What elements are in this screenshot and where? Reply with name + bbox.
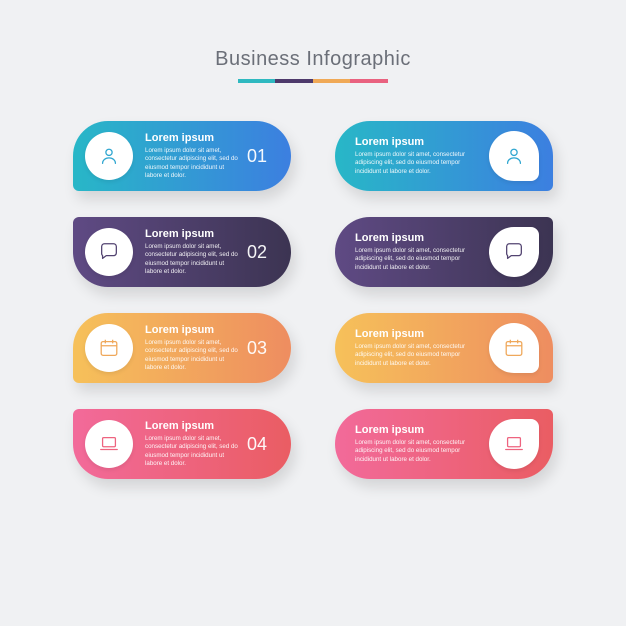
card-text: Lorem ipsum Lorem ipsum dolor sit amet, …	[347, 328, 489, 368]
right-card-2: Lorem ipsum Lorem ipsum dolor sit amet, …	[335, 217, 553, 287]
right-card-3: Lorem ipsum Lorem ipsum dolor sit amet, …	[335, 313, 553, 383]
left-card-1: Lorem ipsum Lorem ipsum dolor sit amet, …	[73, 121, 291, 191]
card-body: Lorem ipsum dolor sit amet, consectetur …	[355, 439, 477, 464]
card-body: Lorem ipsum dolor sit amet, consectetur …	[145, 339, 241, 372]
card-body: Lorem ipsum dolor sit amet, consectetur …	[355, 343, 477, 368]
card-title: Lorem ipsum	[355, 232, 477, 244]
left-card-2: Lorem ipsum Lorem ipsum dolor sit amet, …	[73, 217, 291, 287]
card-number: 01	[247, 146, 277, 167]
card-body: Lorem ipsum dolor sit amet, consectetur …	[355, 247, 477, 272]
laptop-icon	[85, 420, 133, 468]
card-body: Lorem ipsum dolor sit amet, consectetur …	[145, 147, 241, 180]
chat-icon	[489, 227, 539, 277]
card-body: Lorem ipsum dolor sit amet, consectetur …	[355, 151, 477, 176]
card-title: Lorem ipsum	[145, 228, 241, 240]
right-card-4: Lorem ipsum Lorem ipsum dolor sit amet, …	[335, 409, 553, 479]
card-body: Lorem ipsum dolor sit amet, consectetur …	[145, 435, 241, 468]
card-text: Lorem ipsum Lorem ipsum dolor sit amet, …	[133, 324, 247, 372]
user-icon	[85, 132, 133, 180]
card-text: Lorem ipsum Lorem ipsum dolor sit amet, …	[347, 136, 489, 176]
divider-seg-3	[313, 79, 351, 83]
right-card-1: Lorem ipsum Lorem ipsum dolor sit amet, …	[335, 121, 553, 191]
card-text: Lorem ipsum Lorem ipsum dolor sit amet, …	[133, 228, 247, 276]
card-text: Lorem ipsum Lorem ipsum dolor sit amet, …	[133, 420, 247, 468]
card-body: Lorem ipsum dolor sit amet, consectetur …	[145, 243, 241, 276]
calendar-icon	[85, 324, 133, 372]
card-number: 02	[247, 242, 277, 263]
card-title: Lorem ipsum	[355, 328, 477, 340]
card-number: 03	[247, 338, 277, 359]
left-card-3: Lorem ipsum Lorem ipsum dolor sit amet, …	[73, 313, 291, 383]
left-card-4: Lorem ipsum Lorem ipsum dolor sit amet, …	[73, 409, 291, 479]
card-title: Lorem ipsum	[145, 420, 241, 432]
card-text: Lorem ipsum Lorem ipsum dolor sit amet, …	[347, 232, 489, 272]
divider-seg-1	[238, 79, 276, 83]
card-number: 04	[247, 434, 277, 455]
chat-icon	[85, 228, 133, 276]
card-title: Lorem ipsum	[145, 132, 241, 144]
card-title: Lorem ipsum	[355, 424, 477, 436]
card-title: Lorem ipsum	[145, 324, 241, 336]
card-title: Lorem ipsum	[355, 136, 477, 148]
user-icon	[489, 131, 539, 181]
card-text: Lorem ipsum Lorem ipsum dolor sit amet, …	[133, 132, 247, 180]
calendar-icon	[489, 323, 539, 373]
divider-seg-2	[275, 79, 313, 83]
divider	[238, 79, 388, 83]
laptop-icon	[489, 419, 539, 469]
header: Business Infographic	[215, 48, 411, 83]
divider-seg-4	[350, 79, 388, 83]
page-title: Business Infographic	[215, 48, 411, 71]
card-text: Lorem ipsum Lorem ipsum dolor sit amet, …	[347, 424, 489, 464]
cards-grid: Lorem ipsum Lorem ipsum dolor sit amet, …	[73, 121, 553, 479]
